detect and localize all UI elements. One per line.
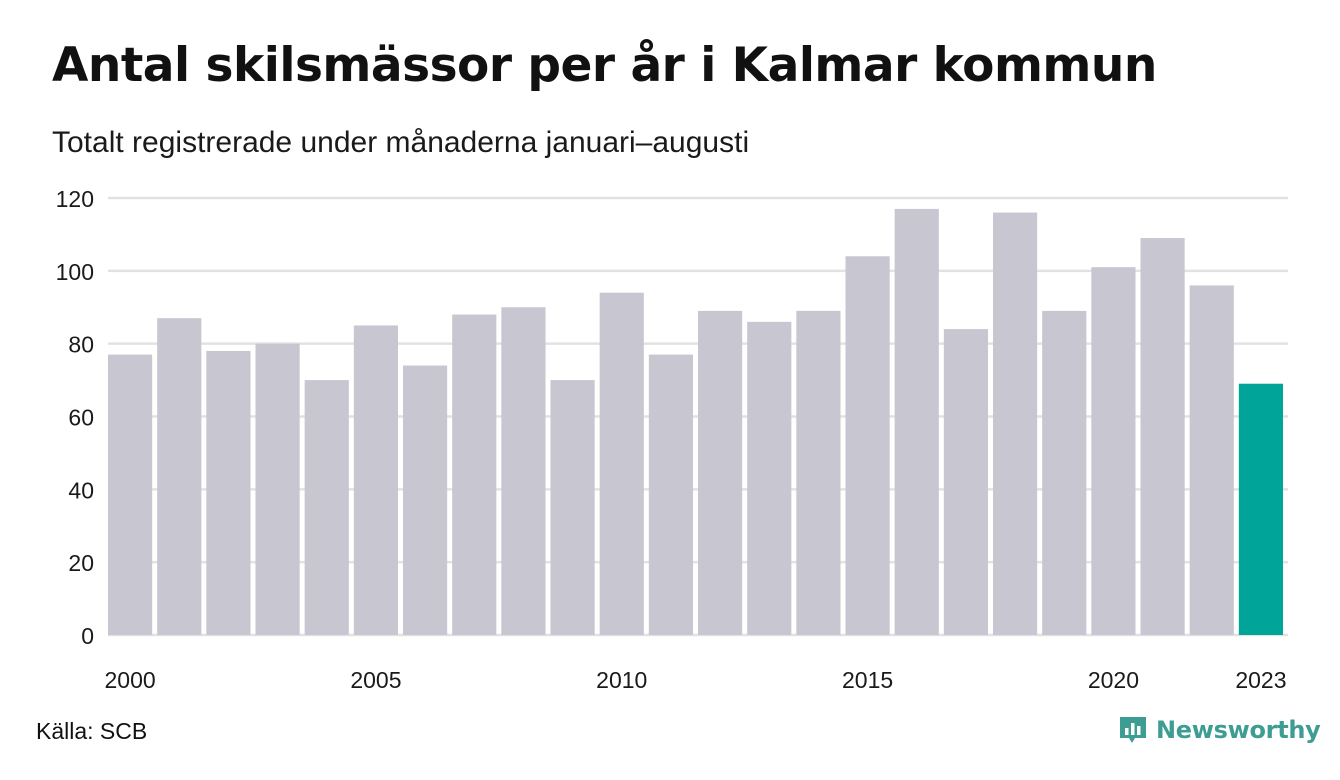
x-tick-label: 2020 bbox=[1088, 667, 1139, 693]
bar-2017 bbox=[943, 329, 988, 635]
bar-2005 bbox=[353, 325, 398, 635]
source-note: Källa: SCB bbox=[36, 718, 148, 744]
chart-subtitle: Totalt registrerade under månaderna janu… bbox=[52, 126, 750, 159]
x-tick-label: 2000 bbox=[104, 667, 155, 693]
newsworthy-logo-icon bbox=[1120, 717, 1146, 743]
bar-2009 bbox=[550, 380, 595, 635]
bar-2015 bbox=[845, 256, 890, 635]
bar-2011 bbox=[648, 354, 693, 635]
y-tick-label: 80 bbox=[68, 332, 94, 358]
x-tick-label: 2015 bbox=[842, 667, 893, 693]
bar-2019 bbox=[1042, 310, 1087, 635]
bar-2003 bbox=[255, 343, 300, 635]
y-tick-label: 40 bbox=[68, 477, 94, 503]
bar-2000 bbox=[108, 354, 153, 635]
bar-2023 bbox=[1238, 383, 1283, 635]
bar-2021 bbox=[1140, 238, 1185, 635]
x-tick-label: 2005 bbox=[350, 667, 401, 693]
bar-2008 bbox=[501, 307, 546, 635]
bar-2016 bbox=[894, 208, 939, 636]
bar-2014 bbox=[796, 310, 841, 635]
x-tick-label: 2023 bbox=[1235, 667, 1286, 693]
bar-2020 bbox=[1091, 267, 1136, 635]
x-tick-label: 2010 bbox=[596, 667, 647, 693]
bar-chart: 0 20 40 60 80 100 120 2000 2005 2010 2015 2020 2023 bbox=[56, 186, 1288, 693]
bar-2012 bbox=[698, 310, 743, 635]
y-axis-ticks: 0 20 40 60 80 100 120 bbox=[56, 186, 94, 649]
brand[interactable]: Newsworthy bbox=[1118, 714, 1321, 746]
bar-2007 bbox=[452, 314, 497, 635]
bar-2004 bbox=[304, 380, 349, 635]
x-axis-ticks: 2000 2005 2010 2015 2020 2023 bbox=[104, 667, 1286, 693]
chart-title: Antal skilsmässor per år i Kalmar kommun bbox=[52, 38, 1157, 93]
brand-name: Newsworthy bbox=[1156, 716, 1321, 744]
y-tick-label: 60 bbox=[68, 405, 94, 431]
bar-2010 bbox=[599, 292, 644, 635]
bar-2006 bbox=[403, 365, 448, 635]
bar-2018 bbox=[993, 212, 1038, 636]
bars bbox=[108, 208, 1283, 636]
bar-2001 bbox=[157, 318, 202, 635]
y-tick-label: 20 bbox=[68, 550, 94, 576]
bar-2022 bbox=[1189, 285, 1234, 635]
bar-2002 bbox=[206, 350, 251, 635]
y-tick-label: 100 bbox=[56, 259, 94, 285]
bar-2013 bbox=[747, 321, 792, 635]
y-tick-label: 0 bbox=[81, 623, 94, 649]
y-tick-label: 120 bbox=[56, 186, 94, 212]
